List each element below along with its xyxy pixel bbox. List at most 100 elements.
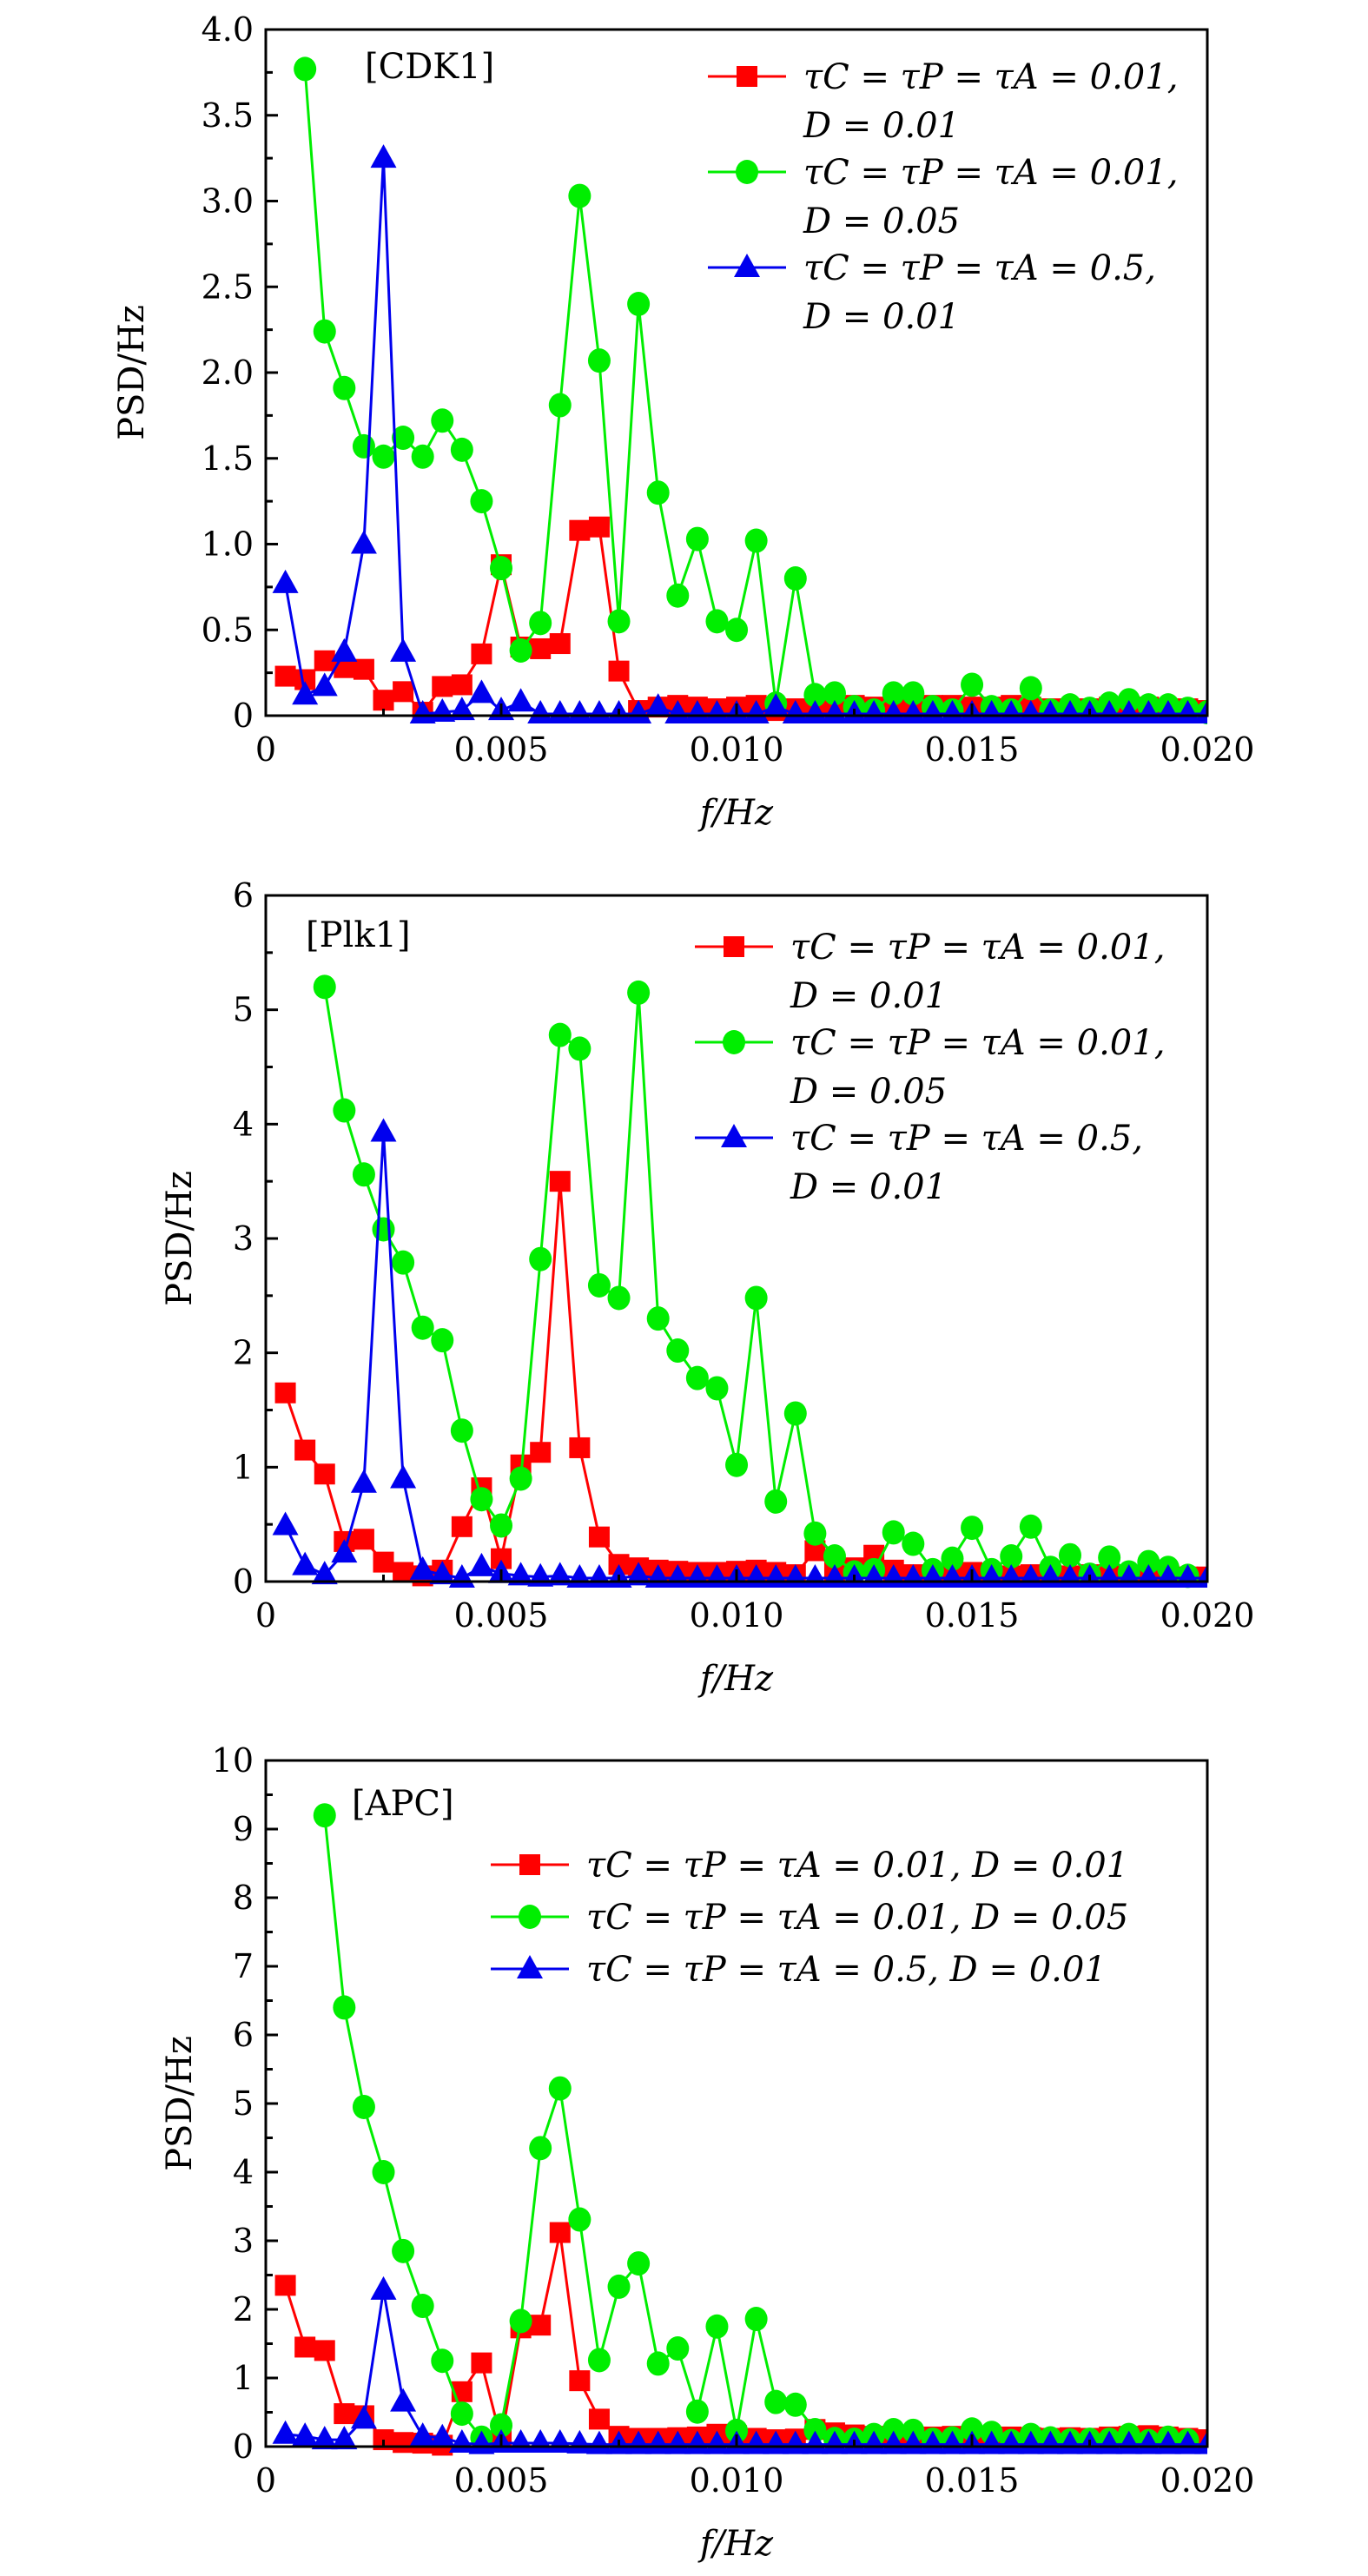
data-point [311, 1561, 338, 1585]
legend-label: τC = τP = τA = 0.5, [790, 1119, 1143, 1159]
data-point [1137, 1549, 1160, 1575]
data-point [509, 637, 532, 663]
y-tick-label: 0 [233, 2427, 254, 2466]
data-point [607, 2274, 631, 2299]
data-point [685, 526, 709, 552]
data-point [1154, 700, 1181, 724]
panel-label: [Plk1] [306, 915, 411, 955]
x-tick-label: 0.015 [925, 730, 1020, 769]
y-tick-label: 3 [233, 2222, 254, 2260]
data-point [272, 2420, 299, 2444]
data-point [1115, 2430, 1142, 2454]
y-tick-label: 1 [233, 1448, 254, 1486]
chart-panel-3: 0 1 2 3 4 5 6 7 8 9 10 0 0.005 0.010 0.015 0.020 f/Hz PSD… [160, 1741, 1254, 2564]
data-point [685, 2399, 709, 2424]
data-point [530, 2315, 552, 2336]
data-point [782, 2430, 809, 2454]
y-tick-label: 5 [233, 991, 254, 1029]
data-point [1115, 700, 1142, 724]
data-point [900, 700, 927, 724]
legend-label: τC = τP = τA = 0.5, [803, 248, 1156, 288]
data-point [294, 2336, 316, 2358]
series-triangle-3 [272, 1118, 1207, 1589]
data-point [411, 444, 434, 469]
data-point [978, 700, 1005, 724]
data-point [627, 980, 651, 1005]
data-point [272, 1511, 299, 1536]
data-point [409, 2422, 436, 2447]
data-point [272, 569, 299, 593]
data-point [274, 2275, 296, 2296]
panel-label: [CDK1] [365, 47, 494, 87]
x-tick-label: 0.015 [925, 2461, 1020, 2500]
data-point [313, 319, 336, 344]
series-square-1 [274, 2222, 1207, 2456]
data-point [1058, 1542, 1081, 1568]
data-point [353, 1529, 374, 1550]
data-point [350, 1469, 377, 1493]
data-point [902, 1531, 925, 1556]
data-point [431, 1328, 454, 1353]
data-point [1154, 2430, 1181, 2454]
data-point [393, 1562, 414, 1583]
data-point [743, 700, 770, 724]
data-point [450, 1418, 473, 1443]
data-point [607, 609, 631, 634]
data-point [961, 2417, 984, 2442]
data-point [450, 437, 473, 462]
data-point [998, 2430, 1025, 2454]
y-tick-label: 1.0 [202, 525, 254, 564]
x-tick-label: 0.020 [1160, 730, 1255, 769]
data-point [352, 2094, 375, 2119]
data-point [1037, 2430, 1064, 2454]
x-tick-label: 0 [255, 730, 276, 769]
x-tick-label: 0.020 [1160, 1596, 1255, 1635]
legend-marker-square [724, 936, 744, 957]
data-point [664, 2430, 691, 2454]
data-point [411, 1315, 434, 1340]
data-point [803, 683, 827, 708]
data-point [802, 2430, 829, 2454]
data-point [429, 2423, 456, 2447]
data-point [685, 1365, 709, 1390]
legend-label-line2: D = 0.01 [803, 106, 960, 146]
data-point [744, 528, 768, 553]
legend-item: τC = τP = τA = 0.01, D = 0.01 [491, 1846, 1128, 1886]
plot-frame [264, 28, 1209, 717]
data-point [608, 660, 630, 682]
legend-label: τC = τP = τA = 0.01, [790, 1023, 1165, 1063]
data-point [1019, 676, 1042, 701]
x-tick-label: 0 [255, 2461, 276, 2500]
data-point [529, 2136, 552, 2161]
data-point [705, 609, 729, 634]
data-point [331, 637, 358, 662]
data-point [370, 2275, 397, 2300]
data-point [529, 1246, 552, 1271]
legend-marker-square [519, 1854, 540, 1875]
data-point [821, 700, 848, 724]
data-point [451, 674, 473, 696]
data-point [684, 700, 710, 724]
data-point [782, 700, 809, 724]
data-point [448, 697, 475, 721]
legend-marker-circle [723, 1030, 745, 1054]
data-point [880, 700, 907, 724]
data-point [490, 2413, 513, 2438]
data-point [468, 2430, 495, 2454]
data-point [705, 2314, 729, 2339]
data-point [549, 1171, 571, 1192]
x-tick-label: 0.005 [454, 1596, 549, 1635]
data-point [1037, 700, 1064, 724]
data-point [919, 2430, 946, 2454]
data-point [744, 1285, 768, 1311]
data-point [373, 1551, 394, 1573]
y-tick-label: 9 [233, 1810, 254, 1848]
data-point [392, 426, 415, 451]
data-point [311, 2426, 338, 2450]
y-tick-label: 8 [233, 1879, 254, 1917]
data-point [331, 2426, 358, 2450]
data-point [1096, 2430, 1123, 2454]
data-point [548, 393, 572, 418]
x-tick-label: 0.015 [925, 1596, 1020, 1635]
